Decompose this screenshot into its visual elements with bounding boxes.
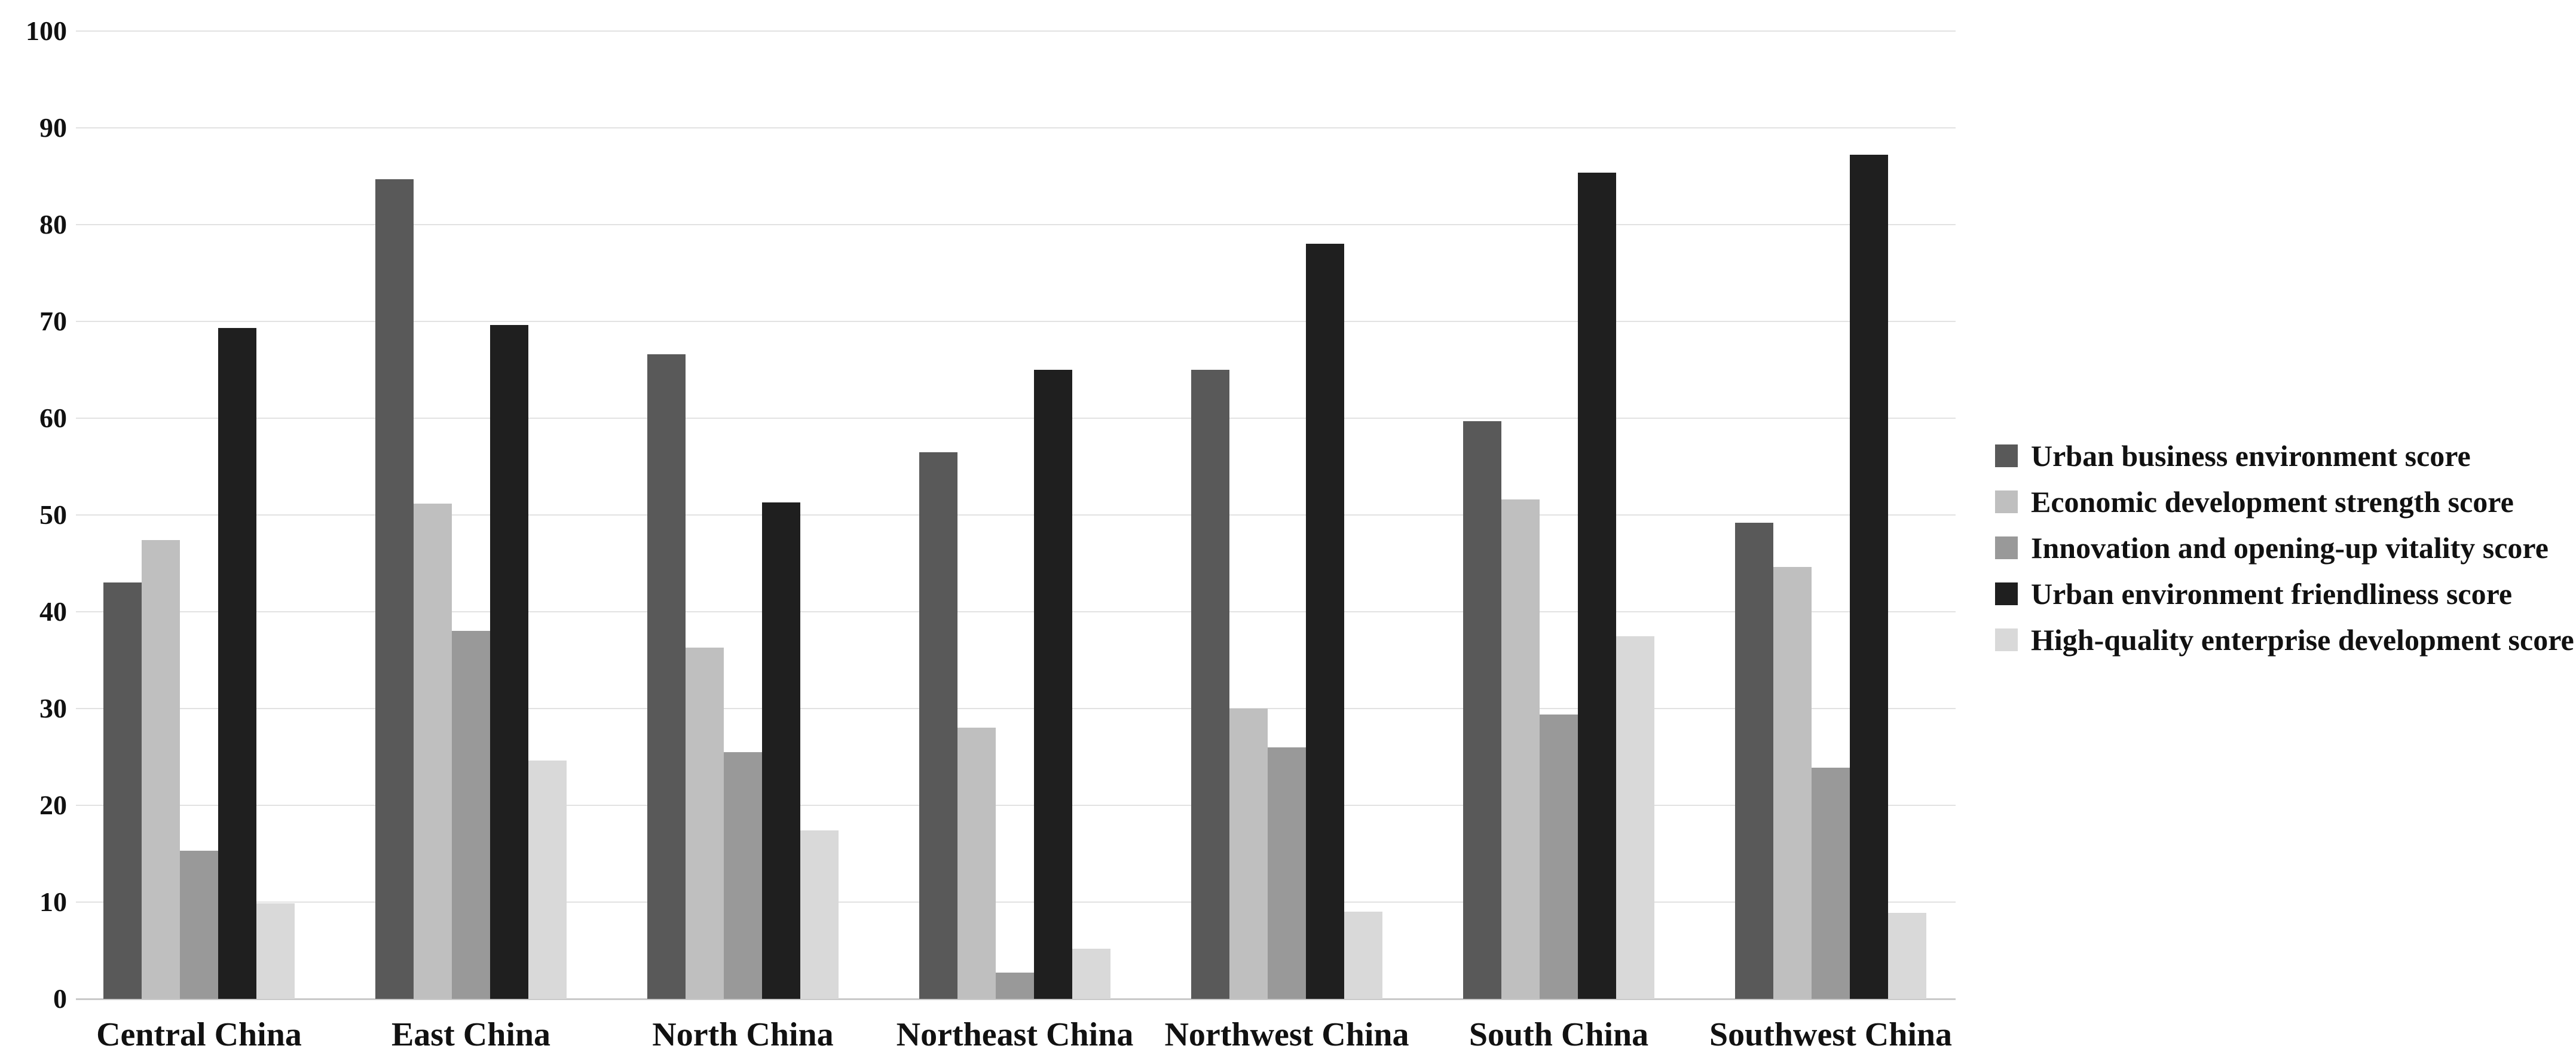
legend-label: Urban business environment score	[2031, 439, 2471, 473]
bar	[452, 631, 490, 999]
y-axis-tick-label: 20	[39, 790, 67, 820]
bar	[1616, 636, 1654, 999]
bar	[957, 728, 996, 999]
legend-item: High-quality enterprise development scor…	[1995, 617, 2574, 663]
y-axis-tick-label: 40	[39, 596, 67, 627]
y-axis-tick-label: 100	[26, 16, 67, 46]
x-axis-category-label: Central China	[96, 1016, 302, 1053]
bar	[103, 582, 142, 999]
gridline	[76, 708, 1956, 709]
gridline	[76, 418, 1956, 419]
bar	[1034, 370, 1072, 999]
bar	[919, 452, 957, 999]
y-axis-tick-label: 30	[39, 693, 67, 723]
bar	[1268, 747, 1306, 999]
bar	[1812, 767, 1850, 999]
legend-swatch	[1995, 444, 2018, 467]
gridline	[76, 30, 1956, 32]
bar	[1501, 499, 1540, 999]
bar	[1540, 714, 1578, 999]
bar	[686, 647, 724, 999]
bar	[142, 540, 180, 999]
gridline	[76, 224, 1956, 225]
legend-item: Urban environment friendliness score	[1995, 571, 2574, 617]
bar	[800, 830, 839, 999]
y-axis-tick-label: 90	[39, 112, 67, 143]
x-axis-category-label: Southwest China	[1709, 1016, 1953, 1053]
legend: Urban business environment score Economic…	[1995, 433, 2574, 663]
legend-swatch	[1995, 582, 2018, 605]
y-axis-tick-label: 60	[39, 403, 67, 433]
x-axis-category-label: Northeast China	[896, 1016, 1134, 1053]
bar	[375, 179, 414, 999]
bar	[1888, 912, 1926, 999]
bar	[1578, 172, 1616, 999]
y-axis-tick-label: 70	[39, 306, 67, 336]
x-axis-category-label: North China	[652, 1016, 834, 1053]
bar	[1191, 370, 1229, 999]
bar	[1463, 421, 1501, 999]
y-axis-tick-label: 10	[39, 887, 67, 917]
legend-label: Innovation and opening-up vitality score	[2031, 531, 2549, 565]
bar	[762, 502, 800, 999]
legend-item: Urban business environment score	[1995, 433, 2574, 479]
bar	[490, 325, 528, 999]
legend-swatch	[1995, 536, 2018, 559]
x-axis-category-label: East China	[391, 1016, 551, 1053]
bar	[218, 328, 256, 999]
y-axis-tick-label: 80	[39, 209, 67, 240]
gridline	[76, 127, 1956, 128]
gridline	[76, 321, 1956, 322]
plot-area	[76, 30, 1956, 1000]
legend-label: Urban environment friendliness score	[2031, 577, 2513, 611]
bar	[1735, 522, 1773, 999]
gridline	[76, 902, 1956, 903]
bar	[724, 752, 762, 999]
bar	[647, 354, 686, 999]
gridline	[76, 611, 1956, 612]
legend-swatch	[1995, 628, 2018, 651]
y-axis-tick-label: 0	[53, 983, 67, 1014]
bar	[1306, 244, 1344, 999]
x-axis-category-label: Northwest China	[1164, 1016, 1409, 1053]
bar	[1229, 709, 1268, 999]
gridline	[76, 998, 1956, 1000]
y-axis-tick-label: 50	[39, 499, 67, 530]
gridline	[76, 805, 1956, 806]
gridline	[76, 514, 1956, 516]
bar	[180, 851, 218, 999]
bar	[1072, 948, 1110, 999]
legend-label: High-quality enterprise development scor…	[2031, 623, 2574, 657]
legend-label: Economic development strength score	[2031, 485, 2514, 519]
bar	[528, 761, 567, 999]
x-axis-category-label: South China	[1468, 1016, 1649, 1053]
legend-item: Economic development strength score	[1995, 479, 2574, 525]
bar	[256, 903, 295, 999]
bar	[1773, 567, 1812, 999]
bar	[1850, 155, 1888, 999]
bar	[414, 503, 452, 999]
bar	[1344, 912, 1382, 999]
legend-swatch	[1995, 490, 2018, 513]
bar	[996, 973, 1034, 999]
legend-item: Innovation and opening-up vitality score	[1995, 525, 2574, 571]
